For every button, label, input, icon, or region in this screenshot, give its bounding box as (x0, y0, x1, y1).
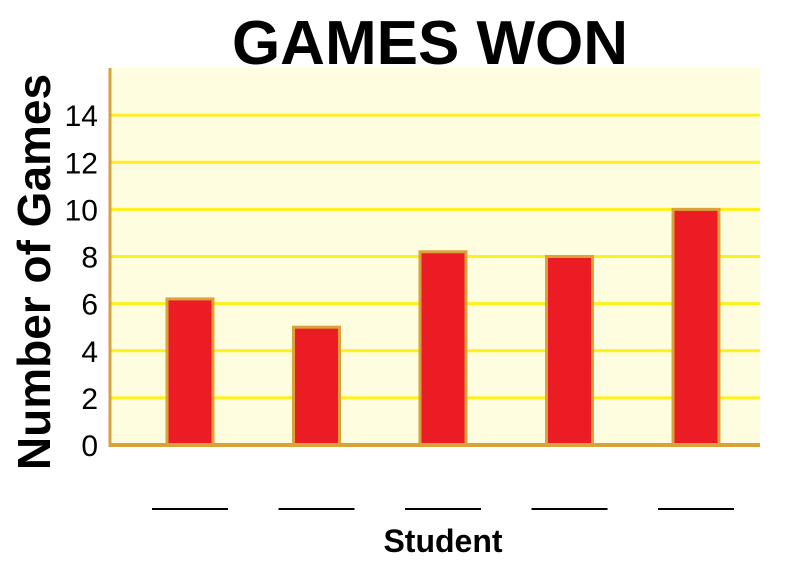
bar (165, 297, 215, 447)
y-tick-label: 4 (81, 336, 98, 369)
bar (545, 255, 594, 447)
y-tick-label: 12 (65, 147, 98, 180)
y-axis-label: Number of Games (8, 74, 60, 470)
y-tick-label: 2 (81, 383, 98, 416)
chart-title: GAMES WON (232, 9, 628, 78)
y-tick-label: 0 (81, 430, 98, 463)
y-tick-label: 14 (65, 100, 98, 133)
y-tick-label: 6 (81, 289, 98, 322)
bar (671, 207, 721, 447)
bar (418, 250, 468, 447)
y-tick-labels: 0 2 4 6 8 10 12 14 (65, 100, 98, 463)
bar (292, 325, 341, 447)
x-axis-label: Student (383, 523, 502, 559)
y-tick-label: 8 (81, 242, 98, 275)
y-tick-label: 10 (65, 194, 98, 227)
